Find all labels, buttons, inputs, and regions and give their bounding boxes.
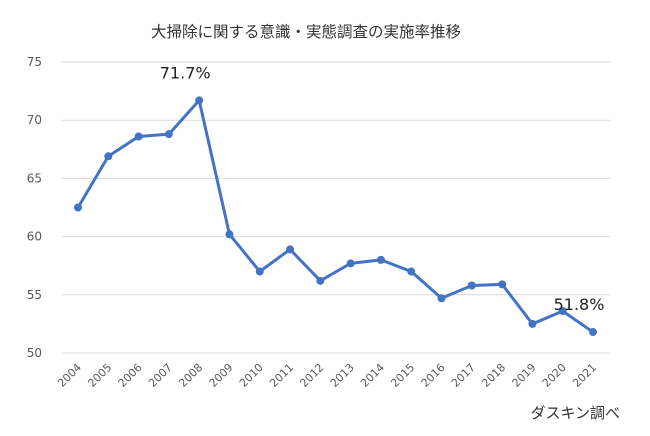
data-label: 51.8%: [554, 295, 605, 314]
data-label: 71.7%: [160, 63, 211, 82]
y-tick-label: 60: [27, 230, 42, 244]
data-point: [195, 96, 204, 105]
x-tick-label: 2005: [85, 361, 114, 390]
data-labels: 71.7% 51.8%: [160, 63, 605, 314]
x-tick-label: 2014: [358, 361, 387, 390]
source-label: ダスキン調べ: [530, 404, 620, 422]
data-point: [134, 132, 143, 141]
y-tick-label: 75: [27, 55, 42, 69]
x-tick-label: 2012: [297, 361, 326, 390]
x-tick-label: 2009: [207, 361, 236, 390]
x-tick-label: 2021: [570, 361, 599, 390]
data-point: [376, 255, 385, 264]
y-tick-label: 50: [27, 346, 42, 360]
data-point: [104, 152, 113, 161]
x-tick-label: 2013: [328, 361, 357, 390]
data-point: [255, 267, 264, 276]
y-tick-label: 65: [27, 171, 42, 185]
data-point: [558, 307, 567, 316]
y-tick-label: 55: [27, 288, 42, 302]
chart-title: 大掃除に関する意識・実態調査の実施率推移: [151, 22, 461, 41]
x-tick-label: 2010: [237, 361, 266, 390]
data-point: [407, 267, 416, 276]
data-point: [467, 281, 476, 290]
data-point: [498, 280, 507, 289]
data-point: [346, 259, 355, 268]
x-tick-label: 2004: [55, 361, 84, 390]
x-tick-label: 2020: [540, 361, 569, 390]
data-point: [74, 203, 82, 212]
gridlines: [62, 61, 610, 354]
x-tick-label: 2007: [146, 361, 175, 390]
x-tick-label: 2006: [116, 361, 145, 390]
x-tick-label: 2008: [176, 361, 205, 390]
data-point: [164, 130, 173, 139]
x-tick-label: 2015: [388, 361, 417, 390]
series-line: [76, 98, 594, 334]
data-point: [437, 294, 446, 303]
data-point: [286, 245, 295, 254]
y-axis-ticks: 50 55 60 65 70 75: [27, 55, 42, 360]
y-tick-label: 70: [27, 113, 42, 127]
x-tick-label: 2019: [510, 361, 539, 390]
data-point: [589, 328, 597, 337]
x-tick-label: 2011: [267, 361, 296, 390]
data-point: [528, 319, 537, 328]
data-point: [225, 230, 234, 239]
x-axis-ticks: 2004 2005 2006 2007 2008 2009 2010 2011 2012 2013…: [55, 361, 599, 390]
series-layer: [74, 96, 597, 337]
data-point: [316, 276, 325, 285]
x-tick-label: 2017: [449, 361, 478, 390]
x-tick-label: 2018: [479, 361, 508, 390]
x-tick-label: 2016: [419, 361, 448, 390]
